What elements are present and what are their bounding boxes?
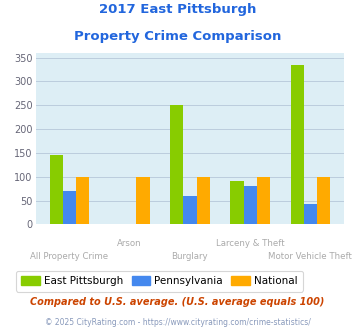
Legend: East Pittsburgh, Pennsylvania, National: East Pittsburgh, Pennsylvania, National	[16, 271, 303, 291]
Bar	[183, 196, 197, 224]
Text: 2017 East Pittsburgh: 2017 East Pittsburgh	[99, 3, 256, 16]
Bar	[304, 204, 317, 224]
Bar	[170, 105, 183, 224]
Bar	[244, 186, 257, 224]
Bar	[317, 177, 330, 224]
Text: Burglary: Burglary	[171, 252, 208, 261]
Bar	[290, 65, 304, 224]
Bar	[76, 177, 89, 224]
Bar	[257, 177, 270, 224]
Text: Larceny & Theft: Larceny & Theft	[216, 239, 284, 248]
Bar	[50, 155, 63, 224]
Text: Motor Vehicle Theft: Motor Vehicle Theft	[268, 252, 353, 261]
Text: © 2025 CityRating.com - https://www.cityrating.com/crime-statistics/: © 2025 CityRating.com - https://www.city…	[45, 318, 310, 327]
Bar	[63, 191, 76, 224]
Text: Property Crime Comparison: Property Crime Comparison	[74, 30, 281, 43]
Bar	[136, 177, 149, 224]
Bar	[230, 182, 244, 224]
Text: Compared to U.S. average. (U.S. average equals 100): Compared to U.S. average. (U.S. average …	[30, 297, 325, 307]
Text: Arson: Arson	[118, 239, 142, 248]
Bar	[197, 177, 210, 224]
Text: All Property Crime: All Property Crime	[31, 252, 109, 261]
